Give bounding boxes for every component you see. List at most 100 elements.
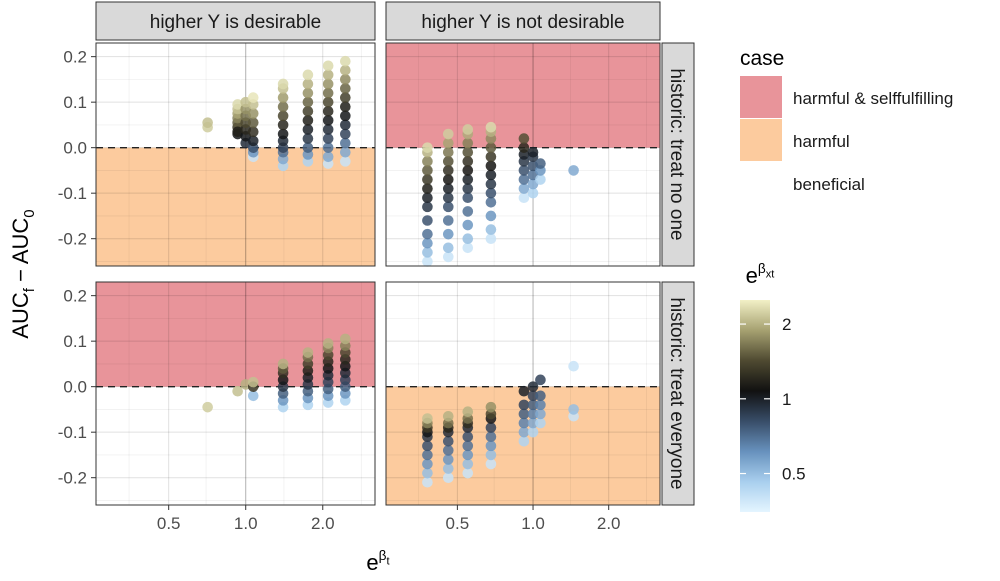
- data-point: [527, 417, 539, 429]
- data-point: [422, 458, 433, 470]
- data-point: [322, 151, 334, 163]
- data-point: [442, 472, 454, 483]
- data-point: [527, 146, 539, 158]
- case-region: [386, 43, 660, 148]
- data-point: [535, 158, 546, 169]
- facet-panel: [95, 281, 376, 506]
- data-point: [462, 449, 474, 461]
- data-point: [422, 201, 433, 213]
- x-tick-label: 1.0: [521, 514, 545, 533]
- data-point: [422, 183, 433, 194]
- data-point: [302, 96, 314, 108]
- data-point: [302, 142, 314, 153]
- data-point: [462, 174, 474, 185]
- data-point: [518, 426, 530, 438]
- data-point: [340, 55, 351, 67]
- data-point: [302, 115, 314, 126]
- y-tick-label: 0.1: [63, 93, 87, 112]
- data-point: [442, 463, 454, 474]
- data-point: [302, 87, 314, 99]
- data-point: [485, 431, 497, 443]
- row-strip: [661, 281, 695, 506]
- data-point: [340, 146, 351, 158]
- data-point: [527, 408, 539, 420]
- column-strip-label: higher Y is desirable: [150, 12, 321, 33]
- data-point: [422, 467, 433, 479]
- data-point: [518, 408, 530, 420]
- data-point: [442, 128, 454, 140]
- data-point: [277, 78, 289, 90]
- column-strip: [385, 1, 661, 41]
- data-point: [462, 431, 474, 443]
- panel-border: [95, 281, 376, 506]
- y-tick-label: 0.0: [63, 139, 87, 158]
- data-point: [422, 449, 433, 461]
- data-point: [485, 440, 497, 452]
- data-point: [442, 215, 454, 226]
- legends: case harmful & selffulfilling harmful benef…: [740, 47, 953, 512]
- data-point: [302, 105, 314, 117]
- data-point: [442, 445, 454, 456]
- data-point: [485, 233, 497, 244]
- facet-panel: [385, 42, 661, 267]
- facet-panels: higher Y is desirable higher Y is not des…: [95, 1, 695, 506]
- data-point: [485, 449, 497, 461]
- data-point: [322, 78, 334, 90]
- data-point: [340, 92, 351, 103]
- y-tick-label: 0.1: [63, 332, 87, 351]
- facet-panel: [385, 281, 661, 506]
- data-point: [247, 390, 259, 402]
- data-point: [442, 146, 454, 158]
- data-point: [422, 156, 433, 167]
- data-point: [422, 256, 433, 267]
- data-point: [527, 426, 539, 438]
- data-point: [302, 124, 314, 135]
- data-point: [568, 404, 579, 415]
- data-point: [277, 101, 289, 113]
- data-point: [568, 165, 579, 176]
- data-point: [232, 385, 243, 397]
- data-point: [535, 174, 546, 185]
- data-point: [422, 142, 433, 153]
- data-point: [340, 119, 351, 131]
- panel-border: [95, 42, 376, 267]
- data-point: [527, 187, 539, 199]
- data-point: [340, 137, 351, 149]
- y-tick-label: -0.2: [58, 230, 87, 249]
- data-point: [442, 165, 454, 176]
- data-point: [202, 401, 213, 413]
- data-point: [462, 137, 474, 149]
- data-point: [277, 119, 289, 131]
- data-point: [485, 422, 497, 433]
- column-strip: [95, 1, 376, 41]
- data-point: [442, 174, 454, 185]
- data-point: [232, 99, 243, 110]
- data-point: [442, 454, 454, 465]
- legend-case-swatch: [740, 76, 782, 118]
- data-point: [422, 174, 433, 185]
- data-point: [462, 192, 474, 204]
- data-point: [518, 183, 530, 194]
- data-point: [247, 376, 259, 388]
- data-point: [277, 92, 289, 103]
- data-point: [485, 142, 497, 153]
- data-point: [277, 358, 289, 370]
- data-point: [462, 183, 474, 194]
- data-point: [535, 390, 546, 402]
- facet-panel: [95, 42, 376, 267]
- y-axis-label: AUCf − AUC0: [8, 209, 38, 338]
- data-point: [422, 165, 433, 176]
- data-point: [568, 360, 579, 372]
- x-axis-label: eβt: [366, 548, 389, 575]
- data-point: [462, 440, 474, 452]
- data-point: [322, 142, 334, 153]
- data-point: [442, 435, 454, 447]
- data-point: [518, 399, 530, 411]
- data-point: [422, 228, 433, 240]
- data-point: [518, 133, 530, 144]
- data-point: [442, 410, 454, 422]
- column-strip-label: higher Y is not desirable: [421, 12, 624, 33]
- data-point: [340, 333, 351, 345]
- data-point: [232, 126, 243, 138]
- data-point: [485, 401, 497, 413]
